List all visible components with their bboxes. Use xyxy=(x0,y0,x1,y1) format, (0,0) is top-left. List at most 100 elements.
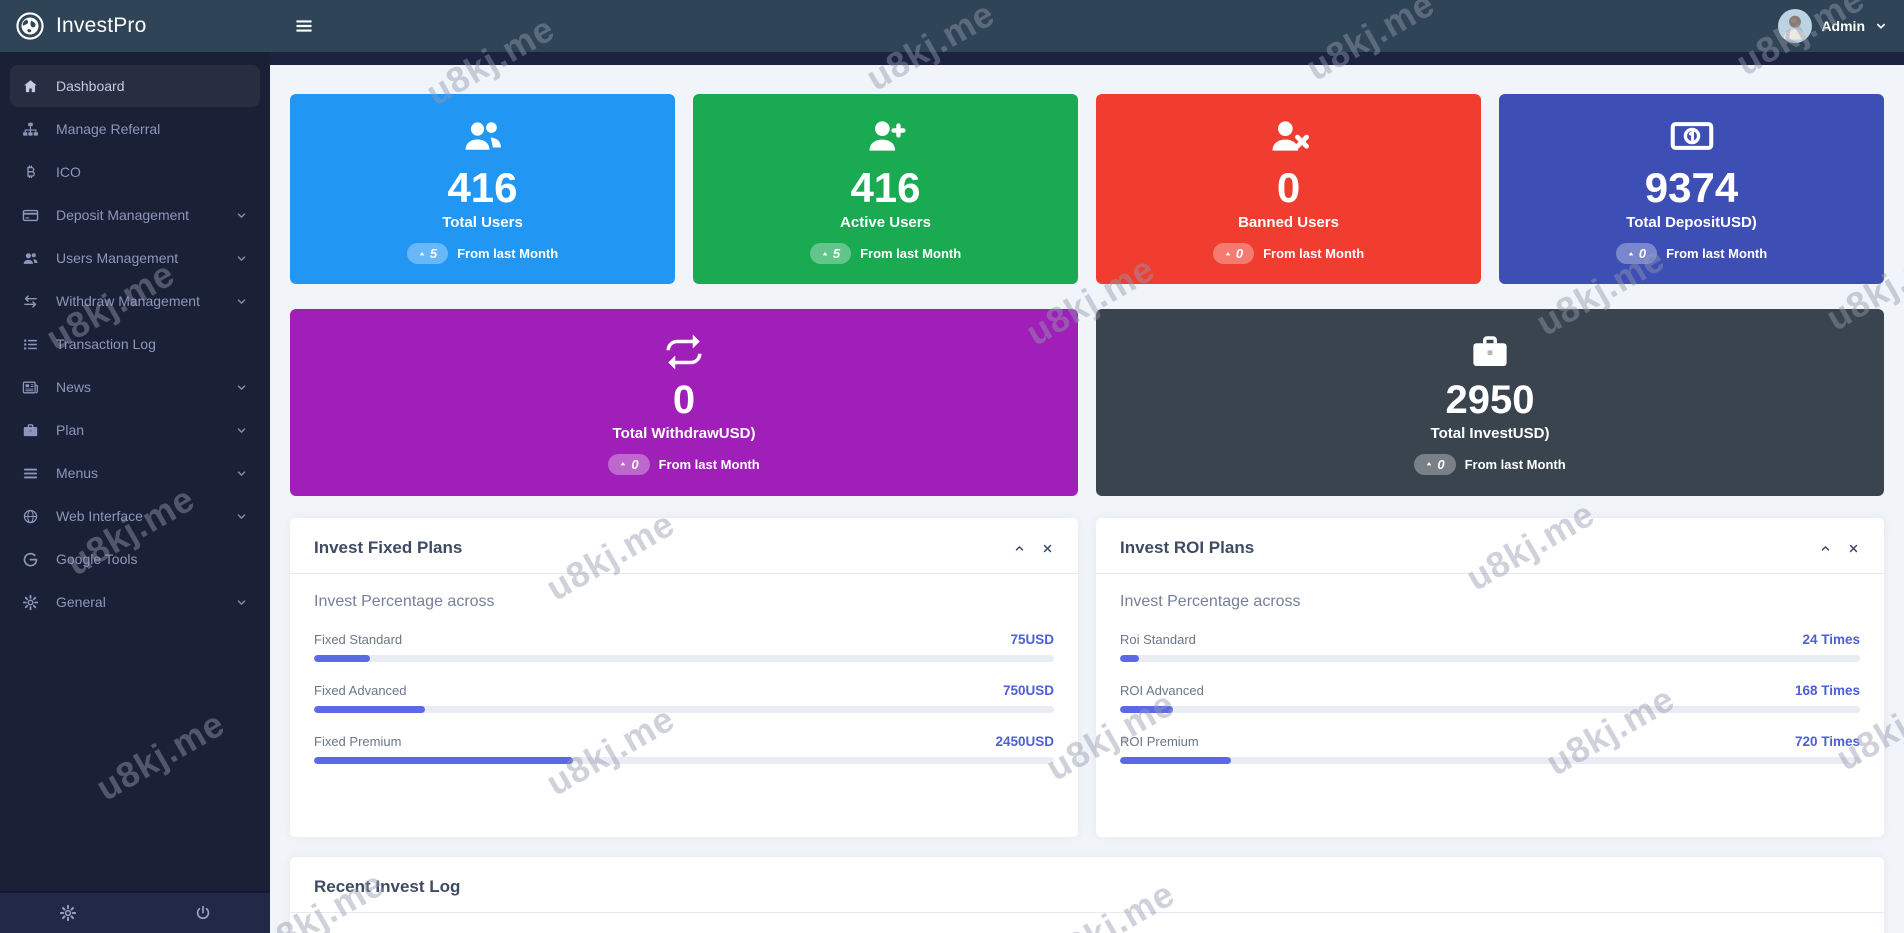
chevron-down-icon xyxy=(235,467,248,480)
stat-label: Banned Users xyxy=(1238,214,1339,232)
avatar[interactable] xyxy=(1778,9,1813,43)
sitemap-icon xyxy=(22,121,39,138)
admin-dropdown[interactable]: Admin xyxy=(1778,9,1904,43)
change-note: From last Month xyxy=(1666,246,1768,262)
sidebar-item-transaction-log[interactable]: Transaction Log xyxy=(10,323,260,365)
google-icon xyxy=(22,551,39,568)
power-logout-icon[interactable] xyxy=(194,904,212,922)
stat-card-total-users: 416 Total Users 5 From last Month xyxy=(290,94,675,284)
topbar-shadow-band xyxy=(0,52,1904,65)
panel-title: Invest ROI Plans xyxy=(1120,538,1255,557)
sidebar-item-label: Google Tools xyxy=(56,551,138,567)
sidebar-item-dashboard[interactable]: Dashboard xyxy=(10,65,260,107)
app-name: InvestPro xyxy=(56,14,147,37)
stat-label: Total InvestUSD) xyxy=(1430,424,1550,442)
collapse-chevron-up-icon[interactable] xyxy=(1013,542,1026,555)
sidebar-item-web-interface[interactable]: Web Interface xyxy=(10,495,260,537)
chevron-down-icon xyxy=(235,295,248,308)
panel-title: Recent Invest Log xyxy=(314,877,461,896)
sidebar-item-ico[interactable]: ICO xyxy=(10,151,260,193)
stat-footer: 0 From last Month xyxy=(1212,243,1365,265)
stat-value: 0 xyxy=(1276,163,1301,211)
change-note: From last Month xyxy=(1263,246,1365,262)
plan-progress-row: ROI Advanced 168 Times xyxy=(1120,683,1860,713)
wide-card-total-invest: 2950 Total InvestUSD) 0 From last Month xyxy=(1096,309,1884,496)
sidebar-item-label: Web Interface xyxy=(56,508,143,524)
stat-footer: 5 From last Month xyxy=(809,243,961,265)
user-x-icon xyxy=(1267,114,1311,158)
sidebar: Dashboard Manage Referral ICO Deposit Ma… xyxy=(0,52,270,933)
change-value: 5 xyxy=(832,246,841,262)
sidebar-item-plan[interactable]: Plan xyxy=(10,409,260,451)
chevron-down-icon xyxy=(235,424,248,437)
chevron-down-icon xyxy=(235,596,248,609)
users-icon xyxy=(461,114,505,158)
close-icon[interactable] xyxy=(1847,542,1860,555)
sidebar-item-label: General xyxy=(56,594,106,610)
stat-card-active-users: 416 Active Users 5 From last Month xyxy=(693,94,1078,284)
plan-label: ROI Premium xyxy=(1120,734,1199,749)
stat-card-total-deposit: 9374 Total DepositUSD) 0 From last Month xyxy=(1499,94,1884,284)
sidebar-item-label: Plan xyxy=(56,422,85,438)
panel-subtitle: Invest Percentage across xyxy=(314,593,495,610)
sidebar-item-manage-referral[interactable]: Manage Referral xyxy=(10,108,260,150)
sidebar-item-withdraw-management[interactable]: Withdraw Management xyxy=(10,280,260,322)
settings-gear-icon[interactable] xyxy=(59,904,77,922)
sidebar-item-news[interactable]: News xyxy=(10,366,260,408)
collapse-chevron-up-icon[interactable] xyxy=(1819,542,1832,555)
stat-value: 9374 xyxy=(1644,163,1739,211)
progress-track xyxy=(314,706,1054,713)
plan-label: Roi Standard xyxy=(1120,632,1196,647)
chevron-down-icon xyxy=(235,381,248,394)
stat-footer: 0 From last Month xyxy=(1414,453,1566,475)
investpro-logo-icon xyxy=(14,10,46,42)
divider xyxy=(290,573,1078,574)
repeat-icon xyxy=(663,331,705,373)
sidebar-footer xyxy=(0,891,270,933)
plan-progress-row: Fixed Standard 75USD xyxy=(314,632,1054,662)
change-note: From last Month xyxy=(658,456,760,472)
sidebar-item-menus[interactable]: Menus xyxy=(10,452,260,494)
panel-title: Invest Fixed Plans xyxy=(314,538,463,557)
credit-card-icon xyxy=(22,207,39,224)
stat-value: 416 xyxy=(850,163,921,211)
plan-label: ROI Advanced xyxy=(1120,683,1204,698)
home-icon xyxy=(22,78,39,95)
hamburger-menu-icon[interactable] xyxy=(291,16,317,36)
progress-fill xyxy=(314,757,573,764)
plan-value: 2450USD xyxy=(995,734,1054,749)
panel-header: Recent Invest Log xyxy=(314,877,1860,897)
progress-track xyxy=(1120,655,1860,662)
plan-value: 750USD xyxy=(1002,683,1054,698)
progress-fill xyxy=(314,655,370,662)
stat-value: 416 xyxy=(447,163,518,211)
stat-footer: 0 From last Month xyxy=(1615,243,1768,265)
invest-roi-plans-panel: Invest ROI Plans Invest Percentage acros… xyxy=(1096,518,1884,837)
briefcase-icon xyxy=(1469,331,1511,373)
sidebar-item-label: Transaction Log xyxy=(56,336,156,352)
progress-fill xyxy=(1120,706,1174,713)
change-badge: 5 xyxy=(809,243,852,265)
sidebar-item-users-management[interactable]: Users Management xyxy=(10,237,260,279)
admin-label: Admin xyxy=(1821,18,1865,34)
sidebar-item-deposit-management[interactable]: Deposit Management xyxy=(10,194,260,236)
stat-footer: 0 From last Month xyxy=(608,453,760,475)
divider xyxy=(290,912,1884,913)
plan-value: 24 Times xyxy=(1802,632,1860,647)
divider xyxy=(1096,573,1884,574)
change-badge: 0 xyxy=(608,453,650,475)
plan-value: 75USD xyxy=(1010,632,1054,647)
close-icon[interactable] xyxy=(1041,542,1054,555)
sidebar-item-label: Dashboard xyxy=(56,78,125,94)
list-icon xyxy=(22,336,39,353)
progress-fill xyxy=(1120,655,1139,662)
globe-icon xyxy=(22,508,39,525)
sidebar-item-general[interactable]: General xyxy=(10,581,260,623)
stat-cards-row: 416 Total Users 5 From last Month 416 Ac… xyxy=(290,94,1884,284)
change-value: 5 xyxy=(429,246,438,262)
recent-invest-log-row: Recent Invest Log xyxy=(290,857,1884,933)
progress-fill xyxy=(314,706,425,713)
sidebar-item-google-tools[interactable]: Google Tools xyxy=(10,538,260,580)
avatar-person-icon xyxy=(1778,9,1812,43)
progress-track xyxy=(1120,706,1860,713)
